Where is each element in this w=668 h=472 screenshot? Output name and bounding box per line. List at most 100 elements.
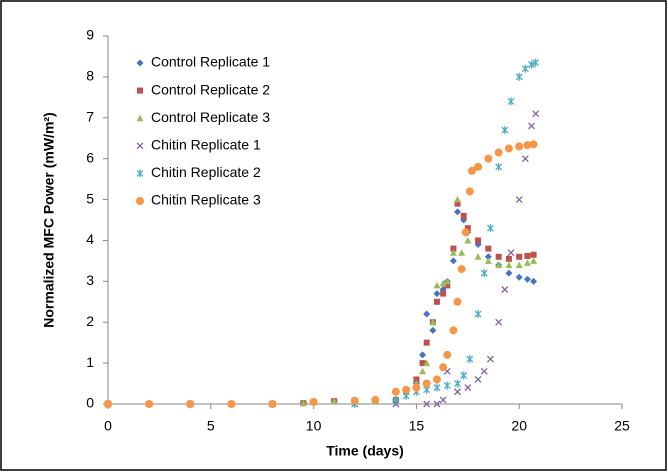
- data-point: [460, 371, 468, 380]
- data-point: [505, 269, 513, 277]
- y-tick-label: 8: [86, 68, 94, 84]
- data-point: [505, 255, 512, 262]
- x-tick-label: 10: [306, 418, 322, 434]
- data-point: [439, 279, 447, 287]
- data-point: [507, 97, 515, 106]
- legend-label: Chitin Replicate 3: [151, 192, 261, 208]
- data-point: [449, 249, 457, 256]
- data-point: [104, 400, 112, 408]
- data-point: [530, 277, 538, 285]
- legend-marker: [136, 114, 144, 122]
- data-point: [495, 253, 502, 260]
- x-tick-label: 20: [511, 418, 527, 434]
- data-point: [268, 400, 277, 408]
- data-point: [299, 399, 307, 407]
- data-point: [419, 360, 426, 367]
- legend-label: Control Replicate 1: [151, 54, 270, 70]
- data-point: [309, 397, 318, 406]
- data-point: [475, 237, 482, 244]
- data-point: [474, 162, 483, 171]
- data-point: [454, 200, 461, 207]
- data-point: [453, 297, 462, 306]
- data-point: [444, 282, 451, 289]
- y-axis-label: Normalized MFC Power (mW/m²): [41, 112, 57, 327]
- data-point: [532, 110, 540, 118]
- data-point: [458, 249, 466, 256]
- data-point: [530, 257, 538, 264]
- y-tick-label: 1: [86, 354, 94, 370]
- x-tick-label: 25: [614, 418, 630, 434]
- data-point: [392, 395, 400, 404]
- legend-marker: [137, 87, 143, 94]
- data-point: [440, 290, 447, 297]
- legend-marker: [136, 169, 144, 178]
- data-point: [474, 310, 482, 319]
- data-point: [454, 208, 462, 216]
- data-point: [523, 259, 531, 266]
- data-point: [516, 253, 523, 260]
- data-point: [524, 252, 531, 259]
- data-point: [423, 400, 431, 408]
- data-point: [423, 339, 430, 346]
- data-point: [443, 277, 451, 285]
- data-point: [504, 144, 513, 153]
- data-point: [486, 355, 494, 363]
- legend-marker: [136, 142, 144, 150]
- data-point: [186, 400, 195, 408]
- data-point: [474, 253, 482, 260]
- data-point: [433, 400, 441, 408]
- data-point: [454, 388, 461, 396]
- legend-label: Chitin Replicate 2: [151, 164, 261, 180]
- data-point: [449, 326, 458, 335]
- data-point: [464, 384, 472, 392]
- y-tick-label: 2: [86, 313, 94, 329]
- data-point: [443, 381, 451, 390]
- data-point: [371, 395, 380, 404]
- data-point: [423, 310, 431, 318]
- data-point: [461, 228, 470, 237]
- data-point: [433, 383, 441, 392]
- data-point: [523, 141, 532, 150]
- data-point: [391, 387, 400, 396]
- data-point: [501, 286, 509, 293]
- y-tick-label: 7: [86, 108, 94, 124]
- data-point: [433, 281, 441, 289]
- x-tick-label: 5: [207, 418, 215, 434]
- data-point: [450, 245, 457, 252]
- data-point: [422, 379, 431, 388]
- data-point: [528, 60, 535, 69]
- data-point: [419, 367, 427, 375]
- data-point: [486, 224, 494, 233]
- y-tick-label: 4: [86, 231, 94, 247]
- y-tick-label: 9: [86, 27, 94, 43]
- data-point: [480, 269, 488, 278]
- legend-label: Chitin Replicate 1: [151, 137, 261, 153]
- data-point: [484, 257, 492, 264]
- data-point: [429, 318, 437, 326]
- y-tick-label: 0: [86, 395, 94, 411]
- data-point: [454, 196, 462, 203]
- data-point: [515, 273, 523, 281]
- data-point: [480, 367, 488, 375]
- x-axis-label: Time (days): [326, 443, 404, 459]
- data-point: [507, 249, 515, 257]
- y-tick-label: 3: [86, 272, 94, 288]
- data-point: [466, 355, 474, 364]
- data-point: [432, 375, 441, 384]
- legend-label: Control Replicate 3: [151, 109, 270, 125]
- data-point: [443, 350, 452, 359]
- data-point: [465, 187, 474, 196]
- data-point: [330, 397, 338, 405]
- data-point: [501, 126, 509, 135]
- data-point: [484, 253, 492, 261]
- data-point: [467, 166, 476, 175]
- data-point: [350, 396, 359, 405]
- legend-marker: [136, 59, 144, 67]
- data-point: [515, 261, 523, 268]
- data-point: [495, 318, 503, 326]
- data-point: [457, 265, 466, 274]
- data-point: [515, 72, 523, 81]
- data-point: [429, 326, 437, 334]
